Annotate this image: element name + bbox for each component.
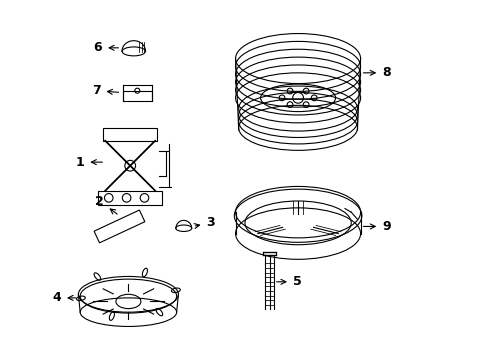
Text: 7: 7 xyxy=(92,84,118,97)
Text: 9: 9 xyxy=(363,220,390,233)
Text: 6: 6 xyxy=(94,41,118,54)
Text: 8: 8 xyxy=(363,66,390,79)
Text: 5: 5 xyxy=(276,275,301,288)
Text: 3: 3 xyxy=(194,216,214,229)
Text: 2: 2 xyxy=(95,195,117,214)
Text: 4: 4 xyxy=(53,291,76,305)
Text: 1: 1 xyxy=(76,156,102,168)
